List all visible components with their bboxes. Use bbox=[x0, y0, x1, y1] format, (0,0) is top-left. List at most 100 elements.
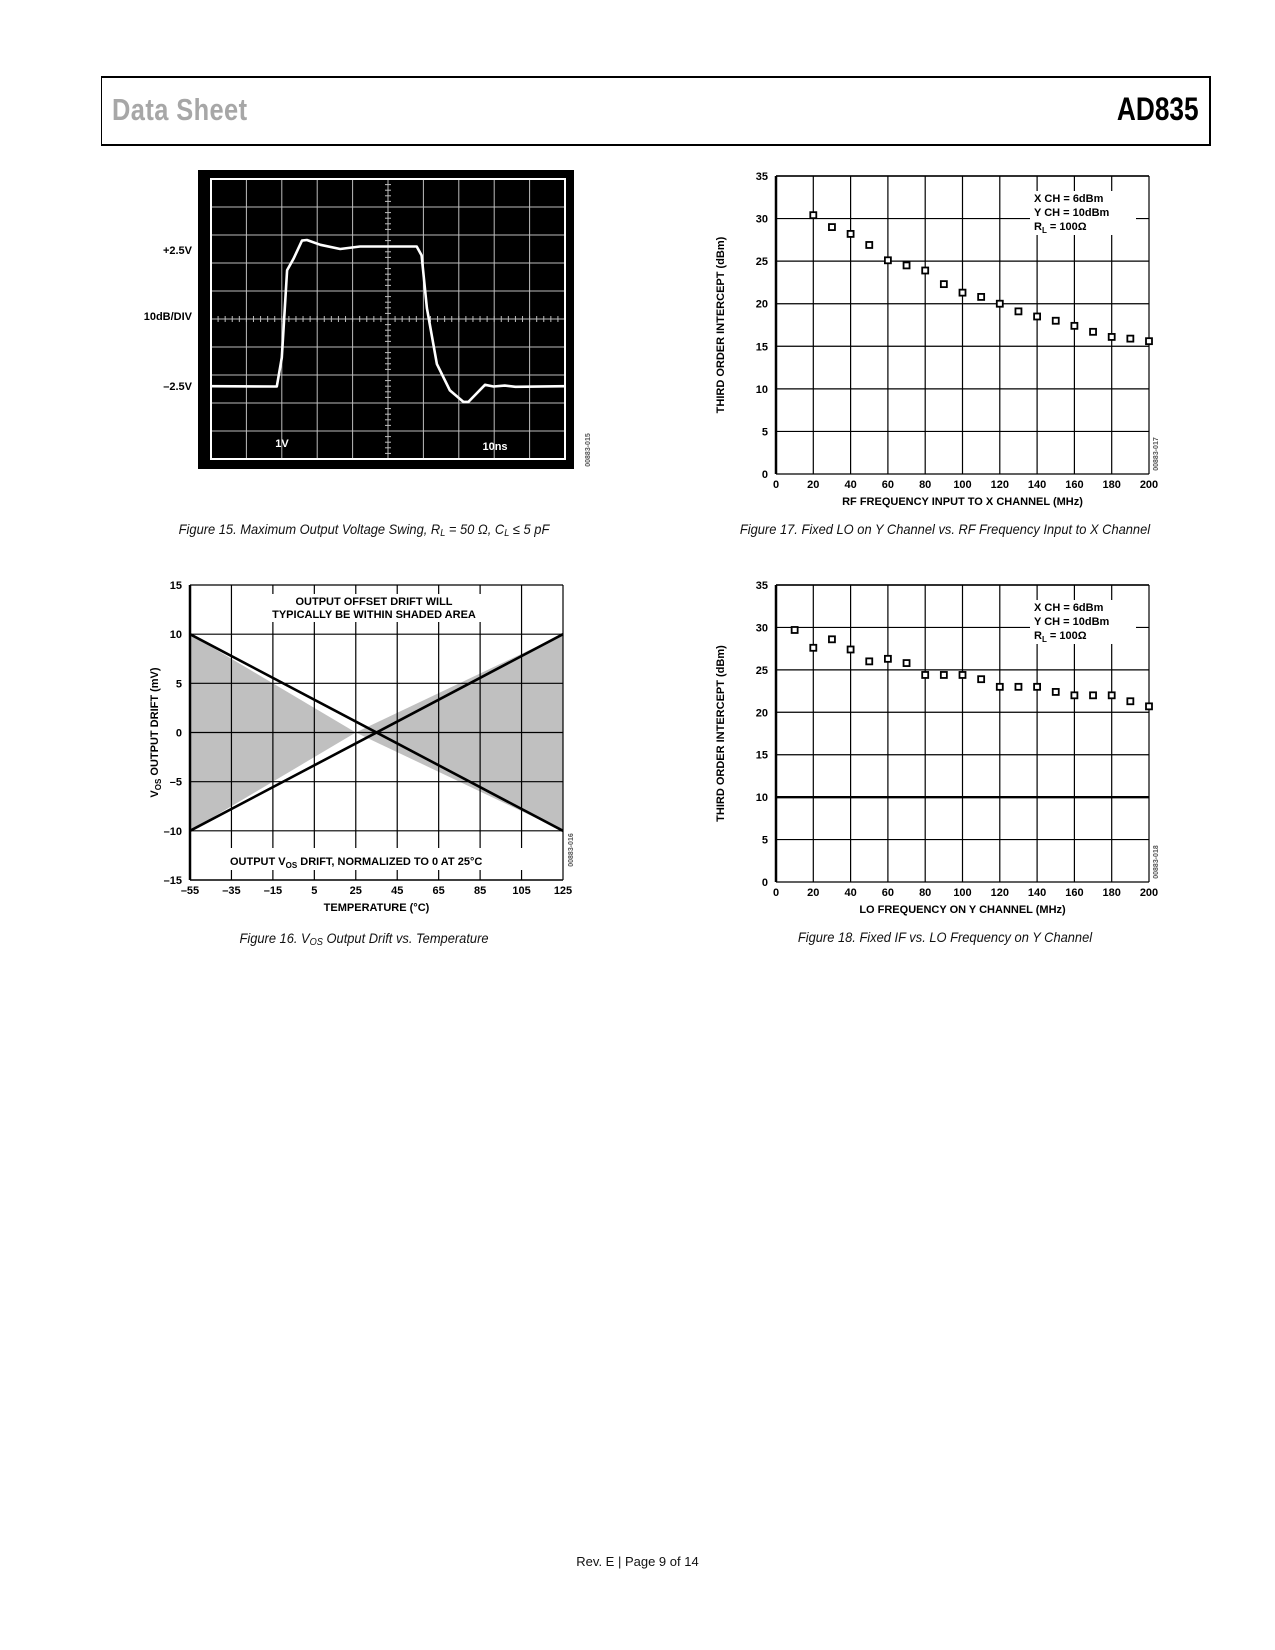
y-tick-label: 15 bbox=[756, 341, 768, 353]
figure-16-caption: Figure 16. VOS Output Drift vs. Temperat… bbox=[239, 930, 488, 948]
page-footer: Rev. E | Page 9 of 14 bbox=[576, 1554, 699, 1569]
data-point bbox=[1126, 697, 1135, 706]
data-point bbox=[939, 671, 948, 679]
x-tick-label: –35 bbox=[222, 885, 240, 897]
legend-background bbox=[1030, 191, 1136, 235]
caption-subscript: L bbox=[504, 528, 510, 539]
data-point bbox=[884, 256, 892, 265]
figure-code: 00883-015 bbox=[585, 433, 592, 467]
legend-text: = 100Ω bbox=[1047, 630, 1087, 642]
legend-text: R bbox=[1034, 630, 1042, 642]
x-tick-label: –15 bbox=[264, 885, 282, 897]
oscilloscope-figure: +2.5V 10dB/DIV –2.5V 1V 10ns 00883-015 bbox=[144, 170, 592, 469]
x-tick-label: 100 bbox=[953, 887, 971, 899]
data-point bbox=[921, 671, 930, 679]
legend-subscript: L bbox=[1042, 635, 1047, 644]
data-point bbox=[1033, 312, 1041, 321]
x-tick-label: 160 bbox=[1065, 887, 1083, 899]
drift-bound-line bbox=[189, 633, 564, 832]
fig16-area-chart: –55 –35 –15 5 25 45 65 85 105 125 –15 –10 –5 0 5 10 15 OU… bbox=[149, 580, 575, 914]
x-tick-label: 60 bbox=[882, 479, 894, 491]
data-point bbox=[846, 645, 855, 654]
x-tick-label: 0 bbox=[773, 479, 779, 491]
x-tick-label: 140 bbox=[1028, 479, 1046, 491]
x-tick-label: 120 bbox=[991, 479, 1009, 491]
data-point bbox=[884, 654, 892, 663]
caption-text: Figure 17. Fixed LO on Y Channel vs. RF … bbox=[739, 521, 1151, 537]
y-tick-label: –10 bbox=[164, 826, 182, 838]
data-point bbox=[790, 626, 799, 634]
data-point bbox=[865, 657, 874, 666]
data-point bbox=[809, 643, 818, 652]
data-point bbox=[809, 211, 818, 220]
figure-code: 00883-016 bbox=[568, 833, 575, 867]
x-tick-label: 85 bbox=[474, 885, 486, 897]
x-tick-label: 80 bbox=[919, 479, 931, 491]
caption-text: = 50 Ω, C bbox=[445, 521, 505, 537]
data-point bbox=[1014, 682, 1023, 691]
y-tick-label: 30 bbox=[756, 214, 768, 226]
data-point bbox=[977, 675, 986, 684]
y-tick-label: 10 bbox=[756, 384, 768, 396]
annotation-background bbox=[258, 594, 496, 622]
y-tick-label: –15 bbox=[164, 875, 182, 887]
y-axis-label: THIRD ORDER INTERCEPT (dBm) bbox=[715, 236, 727, 413]
legend-text: R bbox=[1034, 221, 1042, 233]
annotation-subscript: OS bbox=[286, 861, 298, 870]
data-point bbox=[902, 659, 911, 667]
y-tick-label: 0 bbox=[762, 877, 768, 889]
data-point bbox=[1107, 691, 1116, 700]
figure-15-caption: Figure 15. Maximum Output Voltage Swing,… bbox=[179, 521, 550, 539]
data-point bbox=[958, 288, 967, 297]
fig18-scatter-chart: 0 20 40 60 80 100 120 140 160 180 200 0 5 10 15 20 25 30 3… bbox=[715, 580, 1160, 916]
figure-18-caption: Figure 18. Fixed IF vs. LO Frequency on … bbox=[798, 929, 1092, 945]
legend-text: = 100Ω bbox=[1047, 221, 1087, 233]
data-point bbox=[1107, 333, 1116, 341]
x-tick-label: 160 bbox=[1065, 479, 1083, 491]
y-tick-label: 20 bbox=[756, 299, 768, 311]
data-point bbox=[939, 280, 948, 289]
caption-subscript: OS bbox=[309, 937, 323, 948]
data-point bbox=[995, 682, 1004, 691]
x-tick-label: 20 bbox=[807, 887, 819, 899]
header-section-title: Data Sheet bbox=[112, 92, 248, 127]
legend-line: X CH = 6dBm bbox=[1034, 193, 1104, 205]
y-tick-label: 0 bbox=[762, 469, 768, 481]
scope-volts-label: 1V bbox=[275, 438, 289, 450]
caption-text: Figure 16. V bbox=[239, 930, 310, 946]
y-axis-label-text: V bbox=[149, 790, 161, 798]
data-point bbox=[958, 671, 967, 679]
scope-side-label: –2.5V bbox=[163, 381, 192, 393]
data-point bbox=[977, 293, 986, 301]
x-tick-label: 0 bbox=[773, 887, 779, 899]
y-tick-label: 35 bbox=[756, 171, 768, 183]
x-tick-label: 120 bbox=[991, 887, 1009, 899]
y-tick-label: 10 bbox=[756, 792, 768, 804]
y-tick-label: 20 bbox=[756, 707, 768, 719]
caption-subscript: L bbox=[440, 528, 446, 539]
data-point bbox=[1089, 691, 1097, 700]
scope-side-label: +2.5V bbox=[163, 245, 193, 257]
x-tick-label: 40 bbox=[844, 479, 856, 491]
caption-text: Output Drift vs. Temperature bbox=[322, 930, 489, 946]
annotation-text: DRIFT, NORMALIZED TO 0 AT 25°C bbox=[297, 856, 482, 868]
annotation-text: OUTPUT OFFSET DRIFT WILL bbox=[295, 596, 452, 608]
x-tick-label: 200 bbox=[1140, 887, 1158, 899]
y-tick-label: 5 bbox=[762, 835, 768, 847]
y-tick-label: 15 bbox=[756, 750, 768, 762]
x-axis-label: LO FREQUENCY ON Y CHANNEL (MHz) bbox=[859, 904, 1066, 916]
annotation-text: TYPICALLY BE WITHIN SHADED AREA bbox=[272, 609, 476, 621]
x-tick-label: 20 bbox=[807, 479, 819, 491]
x-tick-label: 100 bbox=[953, 479, 971, 491]
y-axis-label-text: OUTPUT DRIFT (mV) bbox=[149, 667, 161, 779]
data-point bbox=[846, 229, 855, 238]
y-tick-label: 15 bbox=[170, 580, 182, 592]
figure-code: 00883-017 bbox=[1153, 437, 1160, 471]
data-point bbox=[828, 223, 836, 231]
x-tick-label: 140 bbox=[1028, 887, 1046, 899]
data-point bbox=[1033, 682, 1041, 691]
data-point bbox=[1070, 691, 1079, 700]
caption-text: Figure 15. Maximum Output Voltage Swing,… bbox=[178, 521, 441, 537]
y-axis-label: VOS OUTPUT DRIFT (mV) bbox=[149, 667, 163, 797]
